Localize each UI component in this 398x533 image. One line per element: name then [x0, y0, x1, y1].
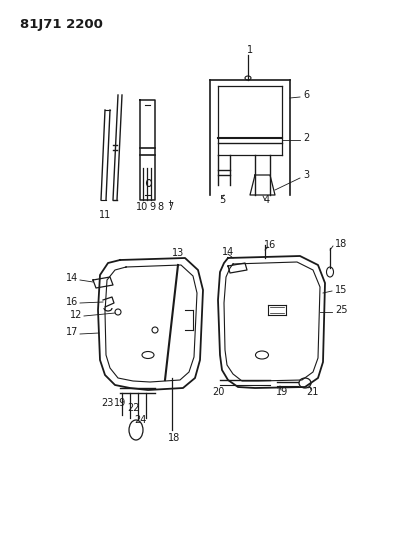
- Text: 17: 17: [66, 327, 78, 337]
- Text: 7: 7: [167, 202, 173, 212]
- Text: 14: 14: [66, 273, 78, 283]
- Text: 81J71 2200: 81J71 2200: [20, 18, 103, 31]
- Text: 19: 19: [114, 398, 126, 408]
- Text: 13: 13: [172, 248, 184, 258]
- Text: 20: 20: [212, 387, 224, 397]
- Text: 18: 18: [335, 239, 347, 249]
- Text: 16: 16: [264, 240, 276, 250]
- Text: 21: 21: [306, 387, 318, 397]
- Text: 25: 25: [335, 305, 347, 315]
- Text: 1: 1: [247, 45, 253, 55]
- Text: 14: 14: [222, 247, 234, 257]
- Text: 2: 2: [303, 133, 309, 143]
- Text: 15: 15: [335, 285, 347, 295]
- Text: 3: 3: [303, 170, 309, 180]
- Text: 5: 5: [219, 195, 225, 205]
- Text: 4: 4: [264, 195, 270, 205]
- Text: 16: 16: [66, 297, 78, 307]
- Text: 24: 24: [134, 415, 146, 425]
- Text: 19: 19: [276, 387, 288, 397]
- Text: 22: 22: [127, 403, 139, 413]
- Text: 10: 10: [136, 202, 148, 212]
- Text: 23: 23: [101, 398, 113, 408]
- Text: 8: 8: [157, 202, 163, 212]
- Text: 11: 11: [99, 210, 111, 220]
- Text: 18: 18: [168, 433, 180, 443]
- Text: 9: 9: [149, 202, 155, 212]
- Text: 12: 12: [70, 310, 82, 320]
- Text: 6: 6: [303, 90, 309, 100]
